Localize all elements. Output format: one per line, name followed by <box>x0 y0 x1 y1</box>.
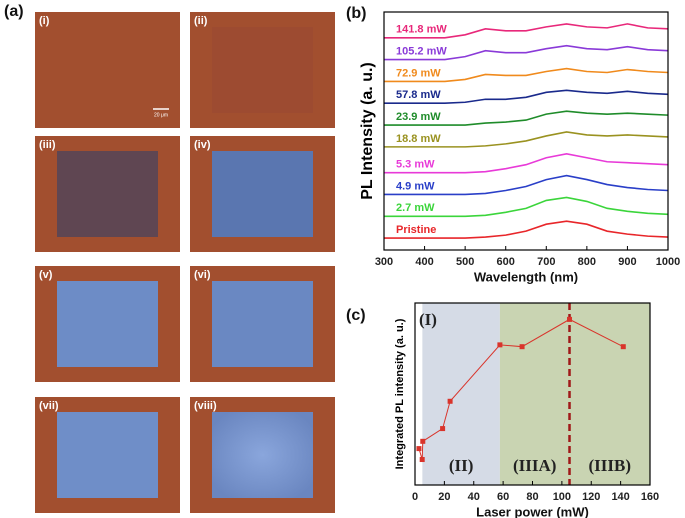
legend-label: 18.8 mW <box>396 133 441 145</box>
legend-label: Pristine <box>396 224 436 236</box>
laser-region <box>212 151 313 237</box>
x-axis-title: Wavelength (nm) <box>474 269 578 284</box>
image-label: (vi) <box>194 269 211 281</box>
x-tick-label: 500 <box>456 256 474 268</box>
legend-label: 5.3 mW <box>396 159 435 171</box>
data-point <box>447 398 453 404</box>
micrograph <box>35 12 180 128</box>
x-tick-label: 60 <box>497 491 509 503</box>
x-tick-label: 700 <box>537 256 555 268</box>
region <box>422 303 500 485</box>
spectrum <box>384 131 669 148</box>
x-tick-label: 160 <box>641 491 659 503</box>
data-point <box>440 426 446 432</box>
x-tick-label: 800 <box>578 256 596 268</box>
laser-region <box>57 151 158 237</box>
region-label: (IIIA) <box>513 456 556 475</box>
spectrum <box>384 110 669 126</box>
region-label: (II) <box>449 456 474 475</box>
image-label: (ii) <box>194 15 208 27</box>
x-tick-label: 900 <box>618 256 636 268</box>
spectrum <box>384 89 669 105</box>
plot-frame <box>383 11 669 251</box>
image-label: (viii) <box>194 400 217 412</box>
spectrum <box>384 196 669 218</box>
region-label: (IIIB) <box>588 456 631 475</box>
panel-label: (b) <box>346 5 366 22</box>
laser-region <box>212 27 313 113</box>
image-label: (i) <box>39 15 50 27</box>
laser-region <box>57 281 158 367</box>
x-tick-label: 120 <box>582 491 600 503</box>
legend-label: 105.2 mW <box>396 46 447 58</box>
x-tick-label: 100 <box>553 491 571 503</box>
laser-region <box>212 412 313 498</box>
data-point <box>567 316 573 322</box>
legend-label: 2.7 mW <box>396 202 435 214</box>
spectrum <box>384 67 669 83</box>
data-point <box>419 457 425 463</box>
spectrum <box>384 220 669 239</box>
x-axis-title: Laser power (mW) <box>476 504 589 518</box>
legend-label: 141.8 mW <box>396 24 447 36</box>
data-point <box>620 344 626 350</box>
data-point <box>497 342 503 348</box>
image-label: (vii) <box>39 400 59 412</box>
x-tick-label: 80 <box>526 491 538 503</box>
x-tick-label: 600 <box>497 256 515 268</box>
region <box>415 303 423 485</box>
laser-region <box>57 412 158 498</box>
spectrum <box>384 174 669 196</box>
x-tick-label: 140 <box>611 491 629 503</box>
legend-label: 57.8 mW <box>396 89 441 101</box>
x-tick-label: 0 <box>412 491 418 503</box>
panel-label: (c) <box>346 307 366 324</box>
region <box>499 303 570 485</box>
x-tick-label: 1000 <box>656 256 680 268</box>
spectrum <box>384 44 669 61</box>
region-label: (I) <box>419 310 437 329</box>
image-label: (iv) <box>194 139 211 151</box>
spectrum <box>384 152 669 174</box>
data-point <box>519 344 525 350</box>
region <box>569 303 650 485</box>
panel-label: (a) <box>4 3 24 20</box>
spectrum <box>384 23 669 39</box>
x-tick-label: 20 <box>438 491 450 503</box>
x-tick-label: 300 <box>375 256 393 268</box>
legend-label: 23.9 mW <box>396 111 441 123</box>
legend-label: 72.9 mW <box>396 67 441 79</box>
scale-bar-label: 20 μm <box>154 112 168 118</box>
plot-frame <box>414 302 651 486</box>
data-point <box>416 446 422 452</box>
legend-label: 4.9 mW <box>396 180 435 192</box>
y-axis-title: PL Intensity (a. u.) <box>359 62 376 200</box>
laser-region <box>212 281 313 367</box>
data-point <box>420 438 426 444</box>
image-label: (v) <box>39 269 53 281</box>
x-tick-label: 40 <box>468 491 480 503</box>
y-axis-title: Integrated PL intensity (a. u.) <box>394 318 406 469</box>
image-label: (iii) <box>39 139 56 151</box>
x-tick-label: 400 <box>415 256 433 268</box>
